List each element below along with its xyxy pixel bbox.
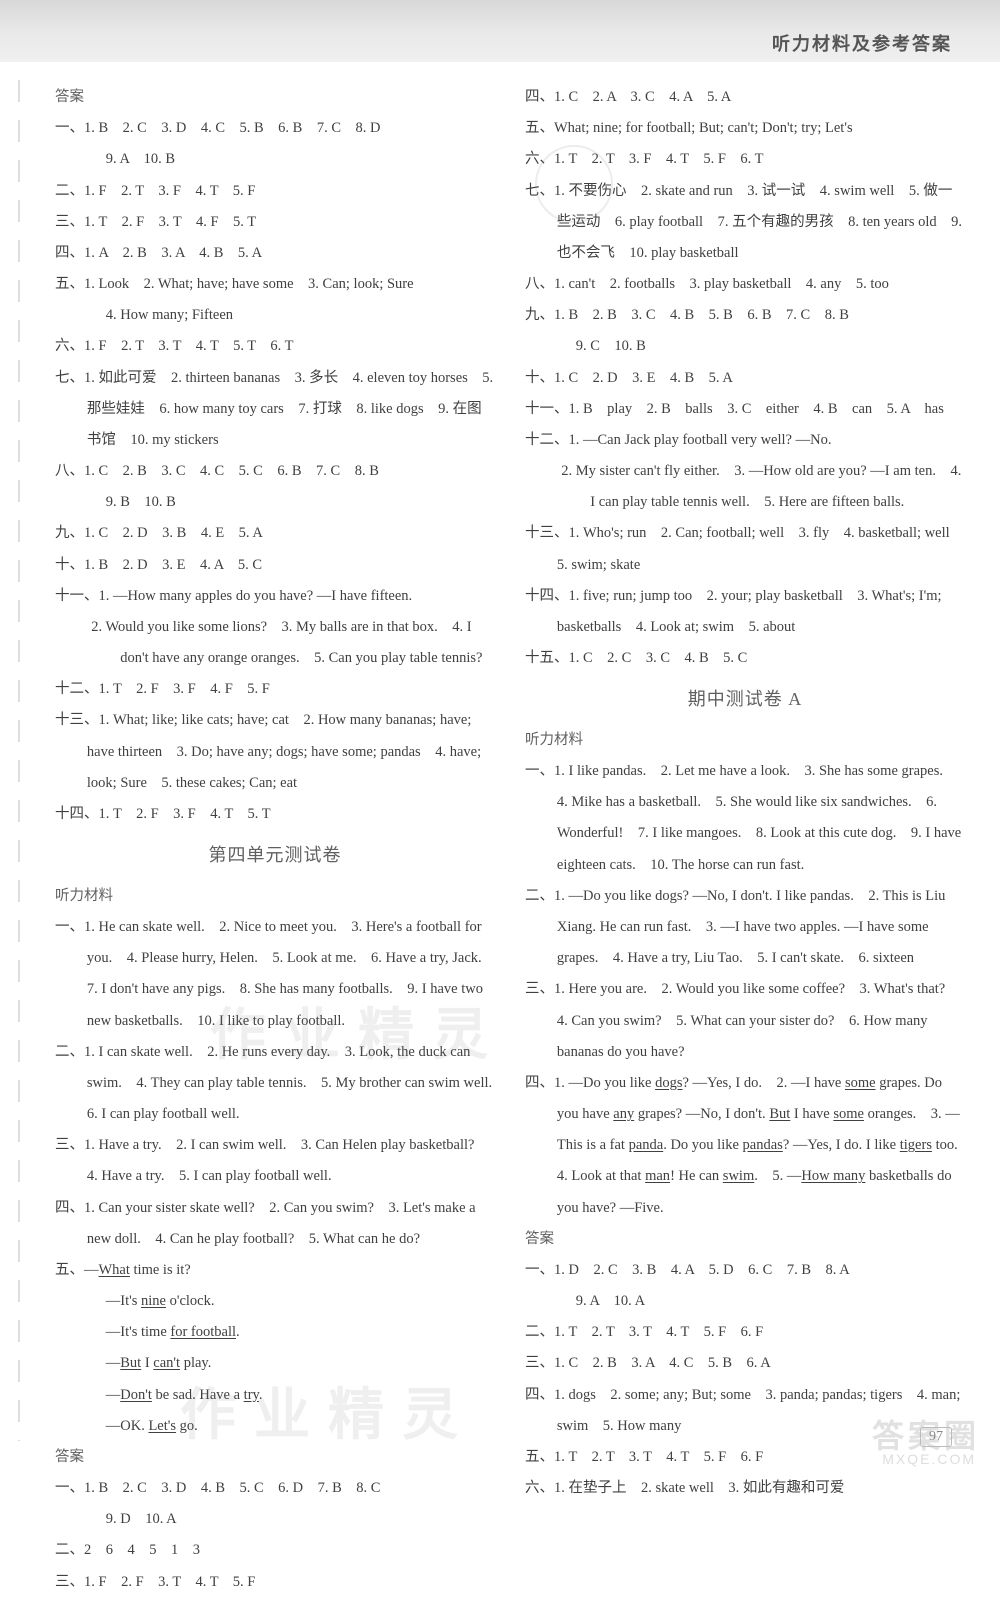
- header-bar: 听力材料及参考答案: [0, 0, 1000, 62]
- r13: 十三、1. Who's; run 2. Can; football; well …: [525, 518, 965, 580]
- listen-label: 听力材料: [55, 881, 495, 912]
- l-s11b: 2. Would you like some lions? 3. My ball…: [55, 612, 495, 674]
- answers-label-r: 答案: [525, 1224, 965, 1255]
- r10: 十、1. C 2. D 3. E 4. B 5. A: [525, 363, 965, 394]
- l-a1: 一、1. B 2. C 3. D 4. B 5. C 6. D 7. B 8. …: [55, 1473, 495, 1504]
- l-s2: 二、1. F 2. T 3. F 4. T 5. F: [55, 176, 495, 207]
- l-s10: 十、1. B 2. D 3. E 4. A 5. C: [55, 550, 495, 581]
- l-l5f: —OK. Let's go.: [55, 1411, 495, 1442]
- m3: 三、1. Here you are. 2. Would you like som…: [525, 974, 965, 1068]
- l-s1b: 9. A 10. B: [55, 144, 495, 175]
- answers2-label: 答案: [55, 1442, 495, 1473]
- ma1: 一、1. D 2. C 3. B 4. A 5. D 6. C 7. B 8. …: [525, 1255, 965, 1286]
- watermark-url: MXQE.COM: [882, 1451, 976, 1467]
- l-s4: 四、1. A 2. B 3. A 4. B 5. A: [55, 238, 495, 269]
- l-s14: 十四、1. T 2. F 3. F 4. T 5. T: [55, 799, 495, 830]
- l-l3: 三、1. Have a try. 2. I can swim well. 3. …: [55, 1130, 495, 1192]
- r5: 五、What; nine; for football; But; can't; …: [525, 113, 965, 144]
- l-s12: 十二、1. T 2. F 3. F 4. F 5. F: [55, 674, 495, 705]
- m4: 四、1. —Do you like dogs? —Yes, I do. 2. —…: [525, 1068, 965, 1224]
- l-s9: 九、1. C 2. D 3. B 4. E 5. A: [55, 518, 495, 549]
- l-s5: 五、1. Look 2. What; have; have some 3. Ca…: [55, 269, 495, 300]
- l-s8: 八、1. C 2. B 3. C 4. C 5. C 6. B 7. C 8. …: [55, 456, 495, 487]
- right-column: 四、1. C 2. A 3. C 4. A 5. A 五、What; nine;…: [525, 82, 965, 1598]
- left-column: 答案 一、1. B 2. C 3. D 4. C 5. B 6. B 7. C …: [55, 82, 495, 1598]
- binding-rule: [18, 80, 20, 1441]
- r4: 四、1. C 2. A 3. C 4. A 5. A: [525, 82, 965, 113]
- midterm-title: 期中测试卷 A: [525, 680, 965, 719]
- l-a3: 三、1. F 2. F 3. T 4. T 5. F: [55, 1567, 495, 1598]
- l-s6: 六、1. F 2. T 3. T 4. T 5. T 6. T: [55, 331, 495, 362]
- header-title: 听力材料及参考答案: [772, 30, 952, 56]
- ma2: 二、1. T 2. T 3. T 4. T 5. F 6. F: [525, 1317, 965, 1348]
- l-s13: 十三、1. What; like; like cats; have; cat 2…: [55, 705, 495, 799]
- page-number: 97: [920, 1427, 952, 1447]
- l-l5b: —It's nine o'clock.: [55, 1286, 495, 1317]
- l-l5c: —It's time for football.: [55, 1317, 495, 1348]
- l-l5a: 五、—What time is it?: [55, 1255, 495, 1286]
- r7: 七、1. 不要伤心 2. skate and run 3. 试一试 4. swi…: [525, 176, 965, 270]
- r8: 八、1. can't 2. footballs 3. play basketba…: [525, 269, 965, 300]
- ma3: 三、1. C 2. B 3. A 4. C 5. B 6. A: [525, 1348, 965, 1379]
- r12: 十二、1. —Can Jack play football very well?…: [525, 425, 965, 456]
- l-a1b: 9. D 10. A: [55, 1504, 495, 1535]
- answers-label: 答案: [55, 82, 495, 113]
- l-l2: 二、1. I can skate well. 2. He runs every …: [55, 1037, 495, 1131]
- l-s7: 七、1. 如此可爱 2. thirteen bananas 3. 多长 4. e…: [55, 363, 495, 457]
- r6: 六、1. T 2. T 3. F 4. T 5. F 6. T: [525, 144, 965, 175]
- r12b: 2. My sister can't fly either. 3. —How o…: [525, 456, 965, 518]
- l-s1: 一、1. B 2. C 3. D 4. C 5. B 6. B 7. C 8. …: [55, 113, 495, 144]
- r11: 十一、1. B play 2. B balls 3. C either 4. B…: [525, 394, 965, 425]
- l-l5e: —Don't be sad. Have a try.: [55, 1380, 495, 1411]
- l-l5d: —But I can't play.: [55, 1348, 495, 1379]
- unit4-title: 第四单元测试卷: [55, 836, 495, 875]
- l-l1: 一、1. He can skate well. 2. Nice to meet …: [55, 912, 495, 1037]
- m2: 二、1. —Do you like dogs? —No, I don't. I …: [525, 881, 965, 975]
- l-s11: 十一、1. —How many apples do you have? —I h…: [55, 581, 495, 612]
- r14: 十四、1. five; run; jump too 2. your; play …: [525, 581, 965, 643]
- l-s8b: 9. B 10. B: [55, 487, 495, 518]
- l-a2: 二、2 6 4 5 1 3: [55, 1535, 495, 1566]
- ma6: 六、1. 在垫子上 2. skate well 3. 如此有趣和可爱: [525, 1473, 965, 1504]
- ma1b: 9. A 10. A: [525, 1286, 965, 1317]
- r9b: 9. C 10. B: [525, 331, 965, 362]
- l-s5b: 4. How many; Fifteen: [55, 300, 495, 331]
- page-body: 答案 一、1. B 2. C 3. D 4. C 5. B 6. B 7. C …: [0, 62, 1000, 1618]
- listen-label-r: 听力材料: [525, 725, 965, 756]
- l-s3: 三、1. T 2. F 3. T 4. F 5. T: [55, 207, 495, 238]
- r9: 九、1. B 2. B 3. C 4. B 5. B 6. B 7. C 8. …: [525, 300, 965, 331]
- m1: 一、1. I like pandas. 2. Let me have a loo…: [525, 756, 965, 881]
- l-l4: 四、1. Can your sister skate well? 2. Can …: [55, 1193, 495, 1255]
- r15: 十五、1. C 2. C 3. C 4. B 5. C: [525, 643, 965, 674]
